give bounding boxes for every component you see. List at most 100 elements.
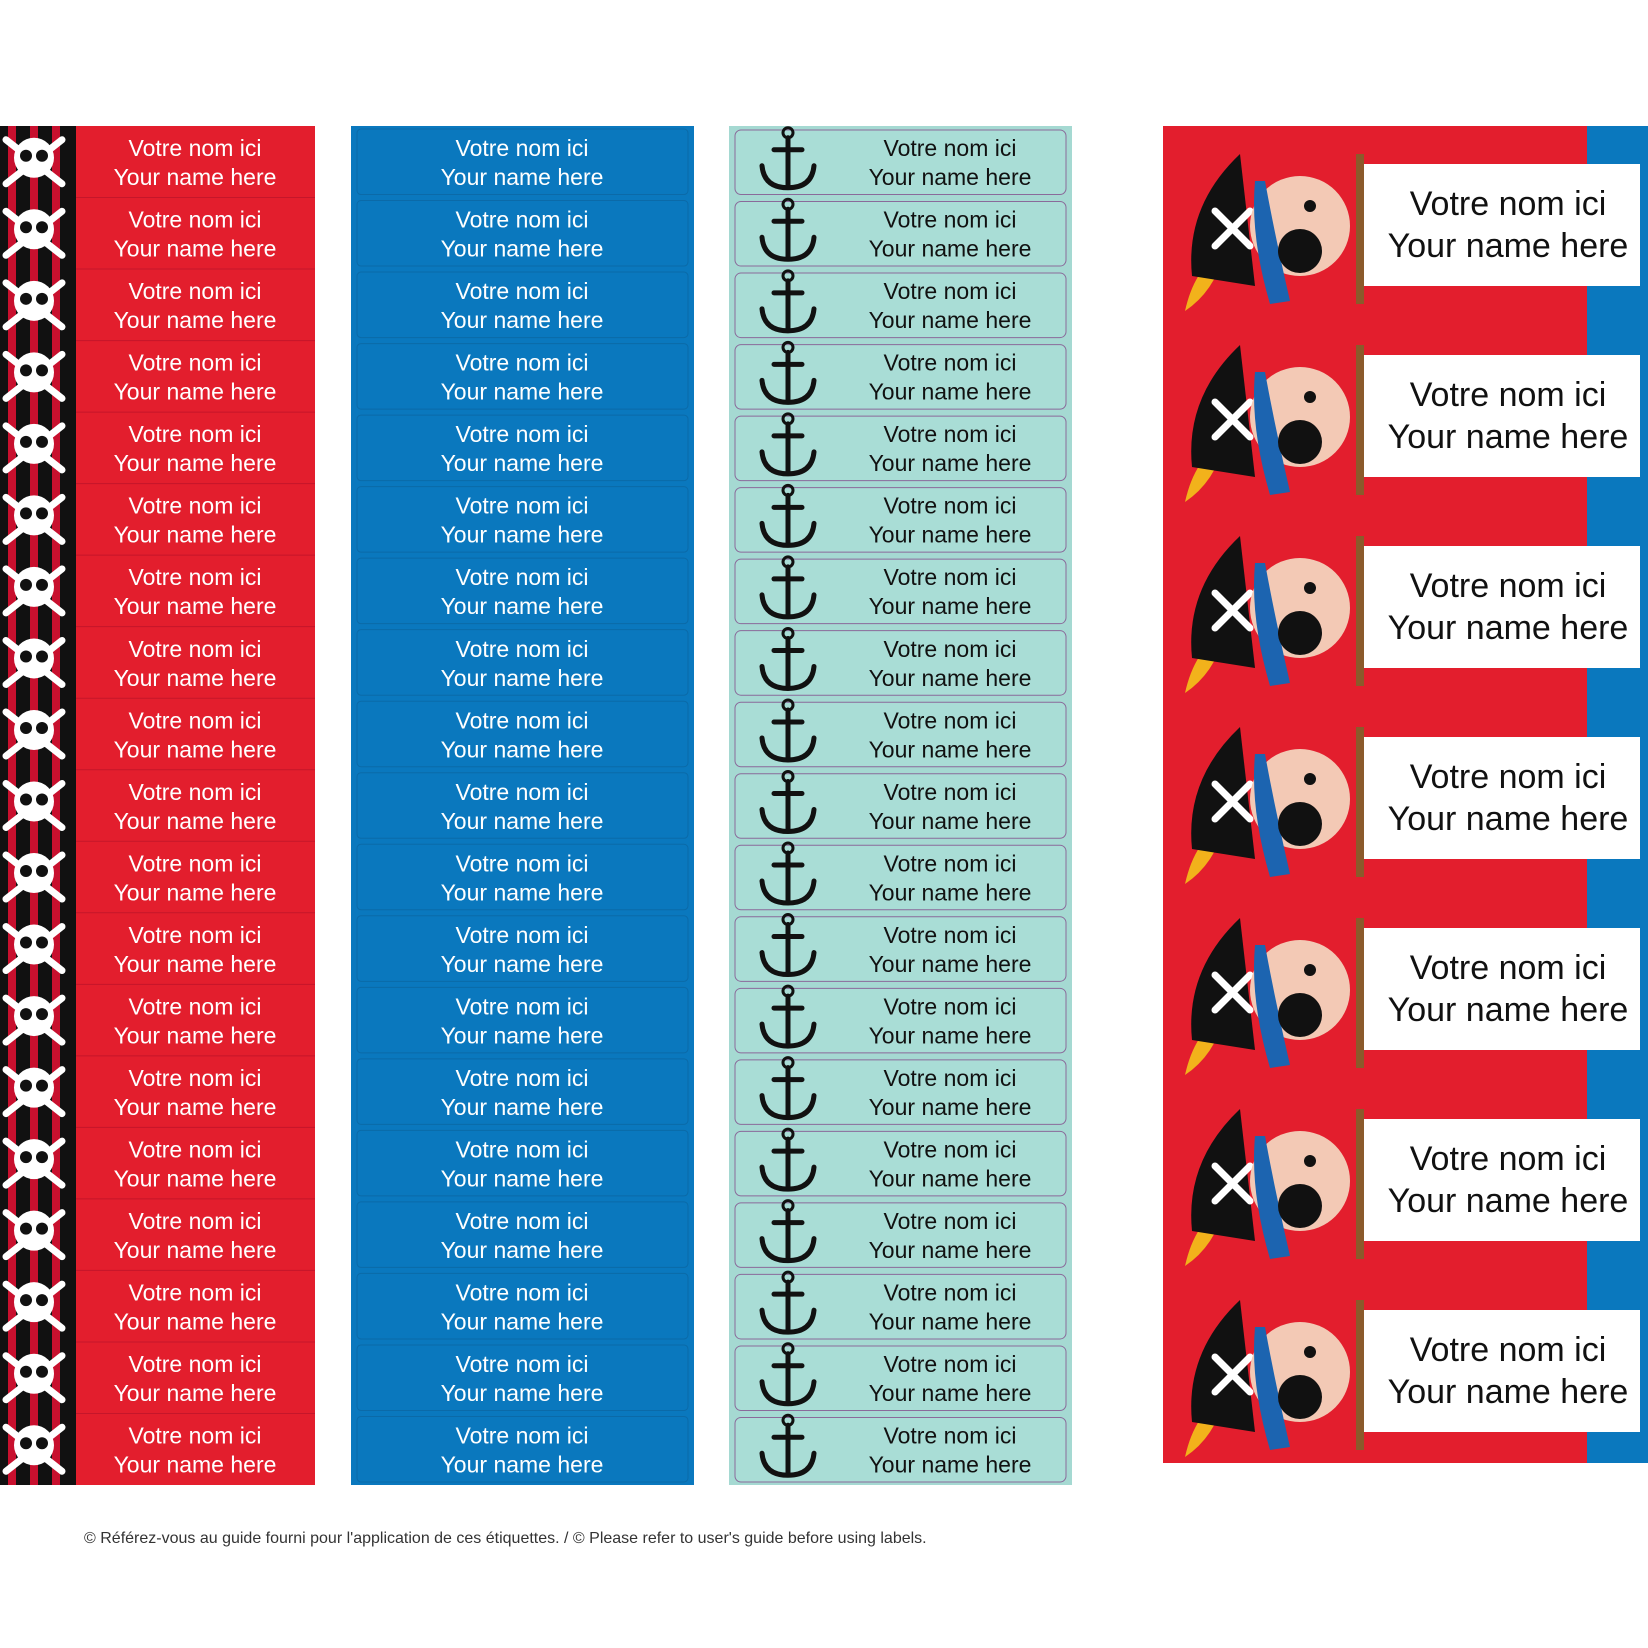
- label-line: Votre nom ici: [884, 1279, 1017, 1305]
- label-line: Votre nom ici: [456, 278, 589, 304]
- label-line: Votre nom ici: [456, 350, 589, 376]
- label-line: Your name here: [114, 307, 277, 333]
- sign: [1364, 1119, 1640, 1241]
- anchor-ring: [781, 1056, 795, 1070]
- label-line: Votre nom ici: [456, 493, 589, 519]
- label-line: Votre nom ici: [129, 135, 262, 161]
- label-line: Your name here: [1388, 227, 1629, 265]
- label-line: Votre nom ici: [456, 1423, 589, 1449]
- bandana: [1254, 945, 1290, 1068]
- skull-eye: [20, 1365, 32, 1378]
- skull: [14, 1067, 54, 1108]
- label-line: Your name here: [441, 1165, 604, 1191]
- anchor-ring: [781, 841, 795, 855]
- skull-eye: [20, 1294, 32, 1307]
- anchor-ring: [781, 626, 795, 640]
- skull-eye: [36, 578, 48, 591]
- anchor-icon: [759, 707, 817, 763]
- skull-eye: [36, 364, 48, 377]
- label-line: Votre nom ici: [456, 1208, 589, 1234]
- skull-eye: [20, 865, 32, 878]
- anchor-icon: [759, 1065, 817, 1121]
- label-line: Votre nom ici: [129, 421, 262, 447]
- label-line: Your name here: [869, 593, 1032, 619]
- label-line: Your name here: [114, 593, 277, 619]
- label: [734, 272, 1067, 339]
- skull: [14, 781, 54, 822]
- label-line: Votre nom ici: [456, 779, 589, 805]
- label-line: Your name here: [869, 522, 1032, 548]
- crossbones: [1211, 971, 1254, 1014]
- label-line: Your name here: [869, 1380, 1032, 1406]
- anchor-ring: [781, 1413, 795, 1427]
- anchor-icon: [759, 135, 817, 191]
- label-line: Votre nom ici: [884, 493, 1017, 519]
- label-line: Your name here: [114, 1022, 277, 1048]
- label: [734, 1059, 1067, 1125]
- anchor-icon: [759, 564, 817, 620]
- label-line: Votre nom ici: [1410, 758, 1607, 796]
- label-line: Votre nom ici: [884, 1423, 1017, 1449]
- skull-eye: [36, 721, 48, 734]
- anchor-ring: [781, 340, 795, 354]
- label: [356, 1201, 689, 1268]
- label-line: Your name here: [1388, 1182, 1629, 1220]
- anchor-ring: [781, 412, 795, 426]
- label-line: Votre nom ici: [1410, 1140, 1607, 1178]
- label-line: Your name here: [869, 1022, 1032, 1048]
- label: [356, 1272, 689, 1340]
- skull-eye: [20, 936, 32, 949]
- label-line: Votre nom ici: [129, 779, 262, 805]
- label-line: Your name here: [869, 808, 1032, 834]
- eye-patch: [1278, 802, 1322, 846]
- label-line: Votre nom ici: [884, 278, 1017, 304]
- label: [734, 701, 1067, 768]
- eye-patch: [1278, 1375, 1322, 1419]
- label-line: Votre nom ici: [129, 993, 262, 1019]
- label-line: Your name here: [114, 1308, 277, 1334]
- label-line: Votre nom ici: [884, 922, 1017, 948]
- label: [356, 414, 689, 482]
- eye-patch: [1278, 420, 1322, 464]
- crossbones: [1211, 780, 1254, 823]
- sign-pole: [1356, 345, 1364, 495]
- skull-eye: [20, 149, 32, 162]
- anchor-icon: [759, 278, 817, 334]
- skull: [14, 423, 54, 464]
- anchor-icon: [759, 349, 817, 405]
- label-line: Your name here: [869, 1452, 1032, 1478]
- anchor-ring: [781, 197, 795, 211]
- sign-pole: [1356, 154, 1364, 304]
- anchor-icon: [759, 635, 817, 691]
- skull: [14, 638, 54, 679]
- anchor-icon: [759, 850, 817, 906]
- skull-eye: [36, 1008, 48, 1021]
- label: [356, 915, 689, 982]
- skull-eye: [20, 1437, 32, 1450]
- crossbones: [1211, 1353, 1254, 1396]
- anchor-ring: [781, 1342, 795, 1356]
- label: [734, 558, 1067, 625]
- anchor-icon: [759, 779, 817, 835]
- label-line: Votre nom ici: [884, 779, 1017, 805]
- label-line: Votre nom ici: [884, 993, 1017, 1019]
- anchor-icon: [759, 1422, 817, 1478]
- label-line: Your name here: [441, 1452, 604, 1478]
- label-line: Your name here: [441, 1237, 604, 1263]
- label: [356, 772, 689, 839]
- bandana: [1254, 1136, 1290, 1259]
- label-line: Votre nom ici: [884, 1065, 1017, 1091]
- footer-note: © Référez-vous au guide fourni pour l'ap…: [84, 1530, 927, 1547]
- anchor-ring: [781, 913, 795, 927]
- label-line: Your name here: [869, 736, 1032, 762]
- label-line: Your name here: [1388, 418, 1629, 456]
- label-line: Your name here: [114, 236, 277, 262]
- label-line: Votre nom ici: [129, 1208, 262, 1234]
- label-line: Your name here: [1388, 800, 1629, 838]
- sign: [1364, 546, 1640, 668]
- stripe: [52, 126, 60, 1485]
- label-line: Your name here: [114, 736, 277, 762]
- label-line: Votre nom ici: [884, 1136, 1017, 1162]
- label-line: Votre nom ici: [884, 850, 1017, 876]
- bandana: [1254, 754, 1290, 877]
